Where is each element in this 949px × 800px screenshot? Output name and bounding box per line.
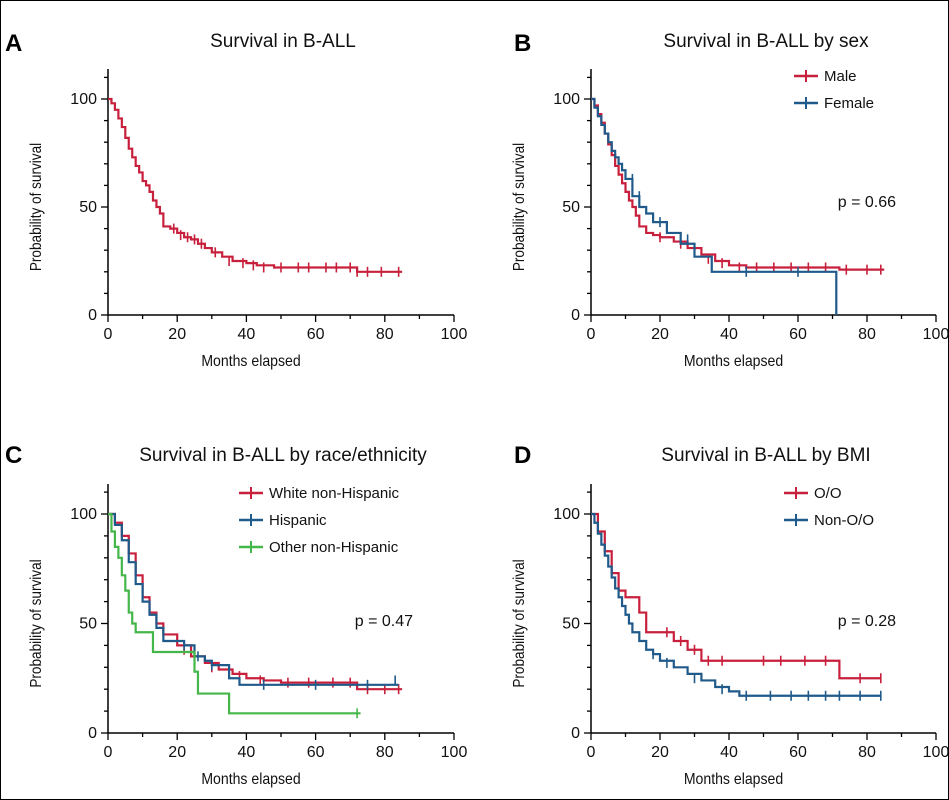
y-tick-label: 100: [70, 91, 97, 108]
chart-title: Survival in B-ALL by sex: [663, 31, 869, 52]
x-tick-label: 80: [858, 326, 876, 343]
y-tick-label: 50: [562, 199, 580, 216]
p-value: p = 0.66: [838, 194, 896, 211]
y-tick-label: 50: [79, 199, 97, 216]
y-tick-label: 0: [571, 307, 580, 324]
y-tick-label: 100: [553, 91, 580, 108]
y-tick-label: 0: [571, 725, 580, 742]
x-tick-label: 60: [789, 744, 807, 761]
panel-letter: B: [514, 30, 531, 57]
x-axis-label: Months elapsed: [684, 770, 783, 788]
x-tick-label: 80: [376, 326, 394, 343]
y-tick-label: 50: [79, 616, 97, 633]
survival-curve-o-o: [591, 512, 881, 680]
y-tick-label: 100: [553, 506, 580, 523]
chart-title: Survival in B-ALL by BMI: [661, 445, 870, 466]
y-tick-label: 0: [88, 725, 97, 742]
panel-d: D Survival in B-ALL by BMI 0 50 100 0 20 40 60 80…: [511, 442, 948, 788]
y-axis-label: Probability of survival: [28, 559, 45, 687]
y-tick-label: 50: [562, 616, 580, 633]
x-tick-label: 60: [307, 326, 325, 343]
x-tick-label: 80: [376, 744, 394, 761]
x-axis-label: Months elapsed: [684, 352, 783, 370]
panel-b: B Survival in B-ALL by sex 0 50 100 0 20 40 60 80…: [511, 30, 948, 370]
x-tick-label: 100: [923, 326, 948, 343]
x-tick-label: 100: [923, 744, 948, 761]
legend-label: Other non-Hispanic: [269, 539, 399, 556]
x-tick-label: 100: [441, 744, 468, 761]
panel-a: A Survival in B-ALL 0 50 100 0 20 40 60 80 100 Mont…: [5, 30, 467, 370]
x-tick-label: 20: [651, 744, 669, 761]
x-tick-label: 60: [789, 326, 807, 343]
p-value: p = 0.28: [838, 613, 896, 630]
legend-label: White non-Hispanic: [269, 485, 400, 502]
x-tick-label: 60: [307, 744, 325, 761]
x-tick-label: 40: [720, 326, 738, 343]
panel-letter: A: [5, 30, 22, 57]
x-tick-label: 0: [587, 744, 596, 761]
x-tick-label: 20: [168, 326, 186, 343]
survival-curve-non-o-o: [591, 512, 881, 697]
y-axis-label: Probability of survival: [511, 559, 528, 687]
panel-letter: C: [5, 442, 22, 469]
y-axis-label: Probability of survival: [511, 143, 528, 271]
chart-title: Survival in B-ALL by race/ethnicity: [139, 445, 427, 466]
chart-title: Survival in B-ALL: [210, 31, 356, 52]
legend-label: Hispanic: [269, 512, 327, 529]
survival-curve-other-non-hispanic: [108, 512, 361, 715]
x-tick-label: 40: [720, 744, 738, 761]
x-tick-label: 0: [104, 326, 113, 343]
x-tick-label: 40: [238, 326, 256, 343]
y-tick-label: 0: [88, 307, 97, 324]
x-axis-label: Months elapsed: [201, 770, 300, 788]
x-tick-label: 20: [651, 326, 669, 343]
p-value: p = 0.47: [355, 613, 413, 630]
survival-curve-male: [591, 97, 885, 271]
panel-letter: D: [514, 442, 531, 469]
x-axis-label: Months elapsed: [201, 352, 300, 370]
survival-curve-all: [108, 97, 403, 273]
survival-curve-female: [591, 97, 838, 315]
y-tick-label: 100: [70, 506, 97, 523]
x-tick-label: 20: [168, 744, 186, 761]
legend-label: O/O: [814, 485, 842, 502]
x-tick-label: 80: [858, 744, 876, 761]
x-tick-label: 0: [104, 744, 113, 761]
x-tick-label: 40: [238, 744, 256, 761]
x-tick-label: 0: [587, 326, 596, 343]
y-axis-label: Probability of survival: [28, 143, 45, 271]
legend-label: Male: [824, 68, 857, 85]
x-tick-label: 100: [441, 326, 468, 343]
legend-label: Non-O/O: [814, 512, 874, 529]
panel-c: C Survival in B-ALL by race/ethnicity 0 50 1…: [5, 442, 467, 788]
legend-label: Female: [824, 95, 874, 112]
